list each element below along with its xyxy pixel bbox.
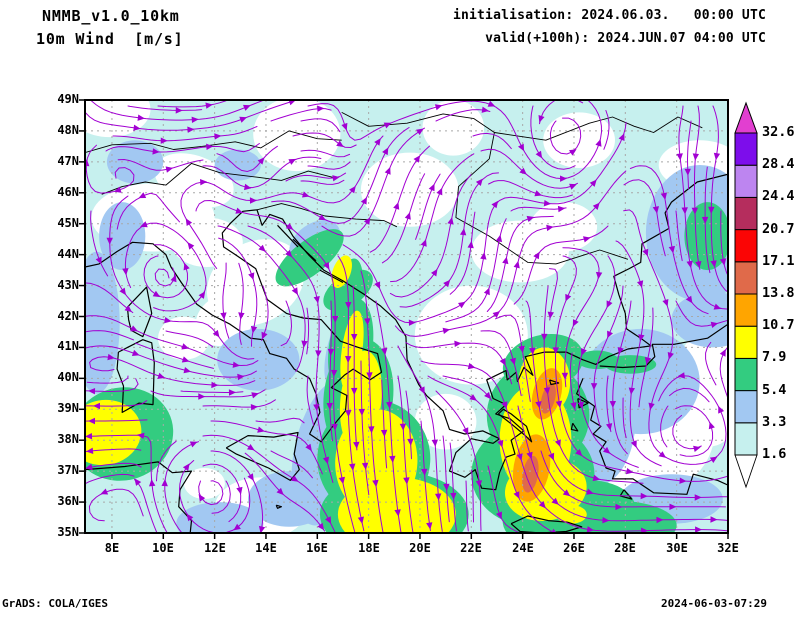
colorbar-level-label: 13.8 (762, 285, 795, 301)
field-title: 10m Wind [m/s] (36, 30, 184, 48)
lat-tick-label: 38N (57, 432, 79, 446)
colorbar-level-label: 7.9 (762, 349, 787, 365)
lat-tick-label: 48N (57, 123, 79, 137)
lon-tick-label: 20E (409, 541, 431, 555)
lon-tick-label: 12E (204, 541, 226, 555)
lon-tick-label: 18E (358, 541, 380, 555)
creation-timestamp: 2024-06-03-07:29 (661, 597, 767, 610)
colorbar-level-label: 32.6 (762, 124, 795, 140)
colorbar-level-label: 24.4 (762, 188, 795, 204)
lat-tick-label: 47N (57, 154, 79, 168)
lat-tick-label: 36N (57, 494, 79, 508)
lat-tick-label: 44N (57, 247, 79, 261)
colorbar-level-label: 28.4 (762, 156, 795, 172)
border-layer (85, 112, 703, 265)
lat-tick-label: 49N (57, 92, 79, 106)
colorbar-under-arrow (734, 454, 758, 489)
lon-tick-label: 30E (666, 541, 688, 555)
lon-tick-label: 24E (512, 541, 534, 555)
colorbar-level-label: 20.7 (762, 221, 795, 237)
colorbar-level-label: 3.3 (762, 414, 787, 430)
init-time-line: initialisation: 2024.06.03. 00:00 UTC (452, 8, 766, 23)
colorbar-level-label: 17.1 (762, 253, 795, 269)
lat-tick-label: 46N (57, 185, 79, 199)
lat-tick-label: 45N (57, 216, 79, 230)
lon-tick-label: 16E (306, 541, 328, 555)
lon-tick-label: 28E (614, 541, 636, 555)
colorbar-level-label: 10.7 (762, 317, 795, 333)
lat-tick-label: 42N (57, 309, 79, 323)
axis-ticks (79, 99, 729, 539)
lat-tick-label: 39N (57, 401, 79, 415)
lat-tick-label: 37N (57, 463, 79, 477)
model-title: NMMB_v1.0_10km (42, 7, 180, 25)
lon-tick-label: 26E (563, 541, 585, 555)
colorbar (734, 101, 758, 489)
colorbar-level-label: 1.6 (762, 446, 787, 462)
lat-tick-label: 43N (57, 278, 79, 292)
lat-tick-label: 40N (57, 370, 79, 384)
grid-layer (85, 100, 728, 533)
lon-tick-label: 32E (717, 541, 739, 555)
lon-tick-label: 8E (104, 541, 120, 555)
lon-tick-label: 10E (152, 541, 174, 555)
lon-tick-label: 22E (460, 541, 482, 555)
valid-time-line: valid(+100h): 2024.JUN.07 04:00 UTC (485, 31, 766, 46)
colorbar-level-label: 5.4 (762, 382, 787, 398)
colorbar-over-arrow (734, 101, 758, 134)
lon-tick-label: 14E (255, 541, 277, 555)
lat-tick-label: 35N (57, 525, 79, 539)
lat-tick-label: 41N (57, 339, 79, 353)
grads-credit: GrADS: COLA/IGES (2, 597, 108, 610)
